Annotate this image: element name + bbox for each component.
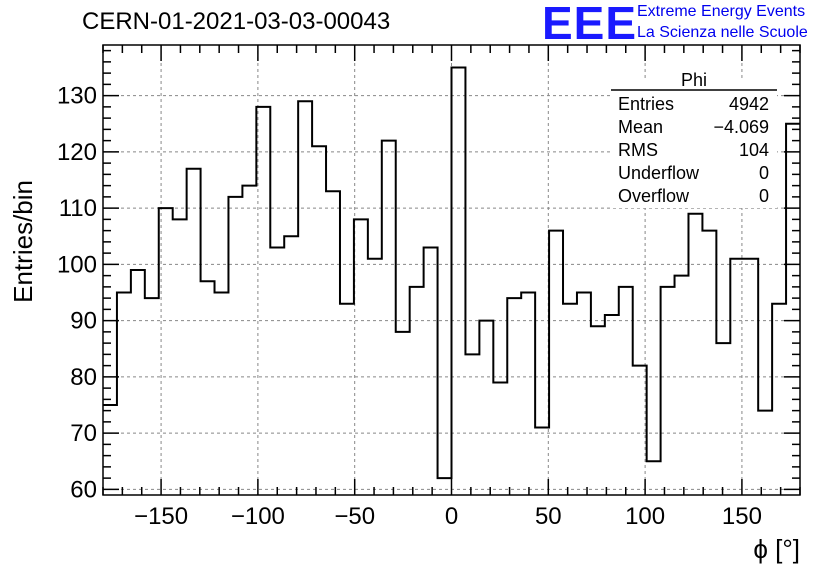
- y-tick-label: 110: [59, 195, 97, 222]
- stats-name: Phi: [681, 70, 707, 90]
- stats-value: −4.069: [713, 117, 769, 137]
- stats-label: RMS: [618, 140, 658, 160]
- y-tick-label: 120: [57, 139, 97, 166]
- y-axis-label: Entries/bin: [8, 180, 38, 303]
- stats-label: Mean: [618, 117, 663, 137]
- x-tick-label: 150: [722, 503, 762, 530]
- stats-label: Entries: [618, 94, 674, 114]
- x-tick-labels: −150 −100 −50 0 50 100 150: [134, 503, 762, 530]
- y-tick-label: 80: [70, 364, 97, 391]
- run-title: CERN-01-2021-03-03-00043: [82, 8, 391, 35]
- x-tick-label: 0: [445, 503, 458, 530]
- x-tick-label: −150: [134, 503, 188, 530]
- y-tick-label: 100: [57, 251, 97, 278]
- axis-ticks: [102, 45, 801, 495]
- x-axis-label: ϕ [°]: [753, 534, 800, 564]
- y-tick-label: 70: [70, 420, 97, 447]
- y-tick-label: 60: [70, 476, 97, 503]
- x-tick-label: 100: [625, 503, 665, 530]
- histogram-step-line: [103, 66, 800, 480]
- stats-box: Phi Entries 4942 Mean −4.069 RMS 104 Underflow…: [611, 70, 777, 208]
- x-tick-label: 50: [535, 503, 562, 530]
- stats-value: 0: [759, 186, 769, 206]
- eee-logo: EEE: [542, 0, 638, 49]
- org-subtitle: La Scienza nelle Scuole: [637, 24, 808, 41]
- y-tick-labels: 60 70 80 90 100 110 120 130: [57, 83, 97, 504]
- stats-label: Underflow: [618, 163, 700, 183]
- y-tick-label: 130: [57, 83, 97, 110]
- x-tick-label: −50: [334, 503, 375, 530]
- stats-value: 4942: [729, 94, 769, 114]
- stats-value: 0: [759, 163, 769, 183]
- stats-value: 104: [739, 140, 769, 160]
- y-tick-label: 90: [70, 308, 97, 335]
- x-tick-label: −100: [231, 503, 285, 530]
- org-name: Extreme Energy Events: [637, 3, 806, 20]
- stats-label: Overflow: [618, 186, 690, 206]
